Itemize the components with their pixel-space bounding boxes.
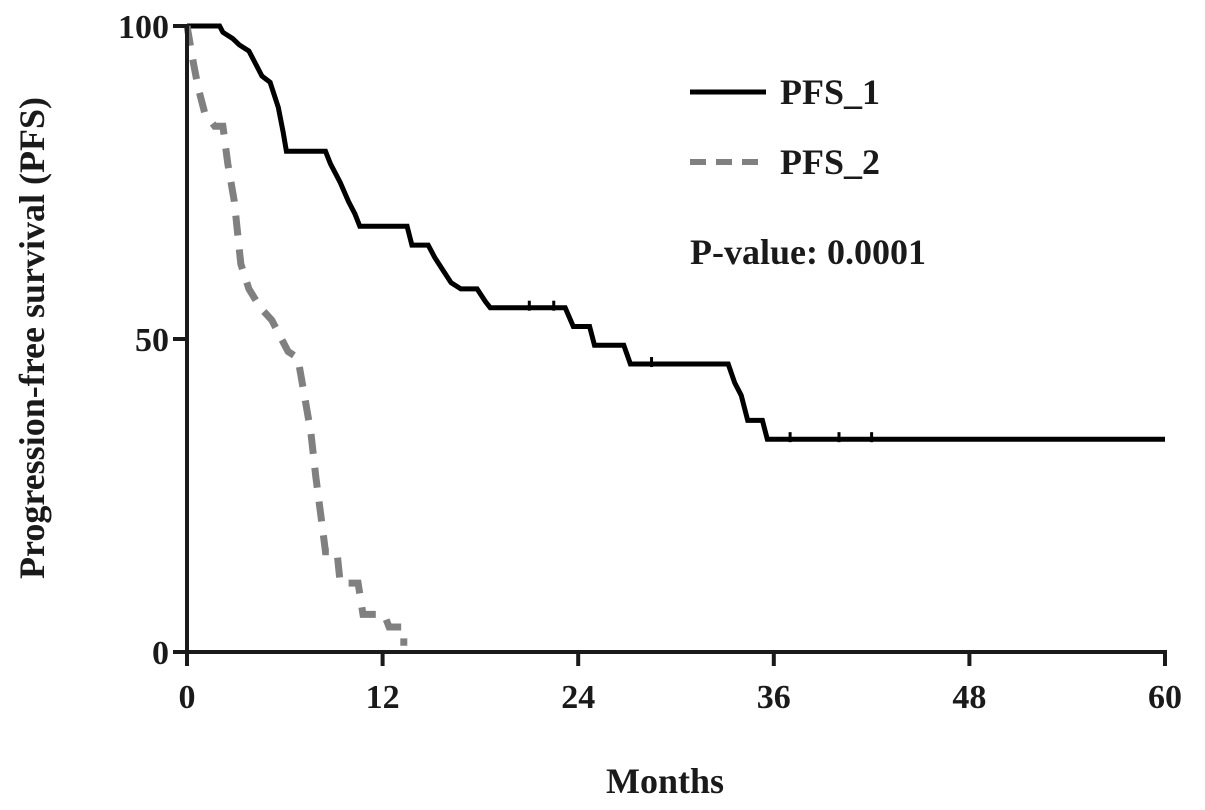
p-value-annotation: P-value: 0.0001 bbox=[690, 232, 926, 272]
legend-item-pfs-2: PFS_2 bbox=[690, 142, 880, 182]
legend-label-pfs-2: PFS_2 bbox=[780, 142, 880, 182]
x-tick-label-36: 36 bbox=[757, 679, 791, 716]
legend-label-pfs-1: PFS_1 bbox=[780, 72, 880, 112]
ticks: 0 12 24 36 48 60 0 50 100 bbox=[118, 9, 1182, 716]
x-tick-label-0: 0 bbox=[179, 679, 196, 716]
axes: 0 12 24 36 48 60 0 50 100 bbox=[118, 9, 1182, 716]
x-tick-label-60: 60 bbox=[1148, 679, 1182, 716]
y-tick-label-0: 0 bbox=[152, 635, 169, 672]
x-axis-label: Months bbox=[606, 761, 724, 801]
x-tick-label-48: 48 bbox=[952, 679, 986, 716]
series-line-pfs-1 bbox=[187, 23, 1165, 442]
series-line-pfs-2 bbox=[183, 25, 408, 646]
y-axis-label: Progression-free survival (PFS) bbox=[12, 97, 52, 579]
y-tick-label-50: 50 bbox=[135, 322, 169, 359]
x-tick-label-12: 12 bbox=[366, 679, 400, 716]
legend: PFS_1 PFS_2 bbox=[690, 72, 880, 182]
series-layer bbox=[183, 23, 1165, 646]
x-tick-label-24: 24 bbox=[561, 679, 595, 716]
legend-item-pfs-1: PFS_1 bbox=[690, 72, 880, 112]
y-tick-label-100: 100 bbox=[118, 9, 169, 46]
